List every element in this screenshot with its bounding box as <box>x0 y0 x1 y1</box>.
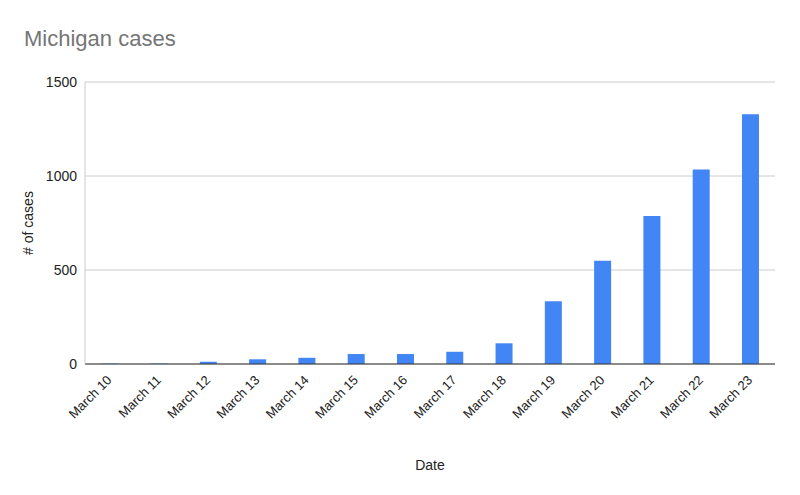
html-text:Michigan cases: Michigan cases <box>24 26 176 51</box>
svg-text:Date: Date <box>415 457 445 473</box>
svg-text:March 21: March 21 <box>608 372 657 421</box>
svg-text:# of cases: # of cases <box>20 191 36 255</box>
svg-text:500: 500 <box>54 262 78 278</box>
svg-text:March 18: March 18 <box>460 372 509 421</box>
svg-text:March 11: March 11 <box>116 372 164 420</box>
svg-text:March 16: March 16 <box>361 372 410 421</box>
svg-text:0: 0 <box>69 356 77 372</box>
svg-text:March 20: March 20 <box>559 372 608 421</box>
svg-text:March 23: March 23 <box>706 372 755 421</box>
svg-text:1000: 1000 <box>46 168 77 184</box>
svg-text:March 17: March 17 <box>411 372 460 421</box>
svg-text:1500: 1500 <box>46 74 77 90</box>
svg-text:March 14: March 14 <box>263 372 312 421</box>
svg-text:March 12: March 12 <box>164 372 213 421</box>
svg-text:March 19: March 19 <box>509 372 558 421</box>
svg-text:March 10: March 10 <box>66 372 115 421</box>
svg-text:March 22: March 22 <box>657 372 706 421</box>
svg-text:March 13: March 13 <box>214 372 263 421</box>
svg-text:March 15: March 15 <box>312 372 361 421</box>
